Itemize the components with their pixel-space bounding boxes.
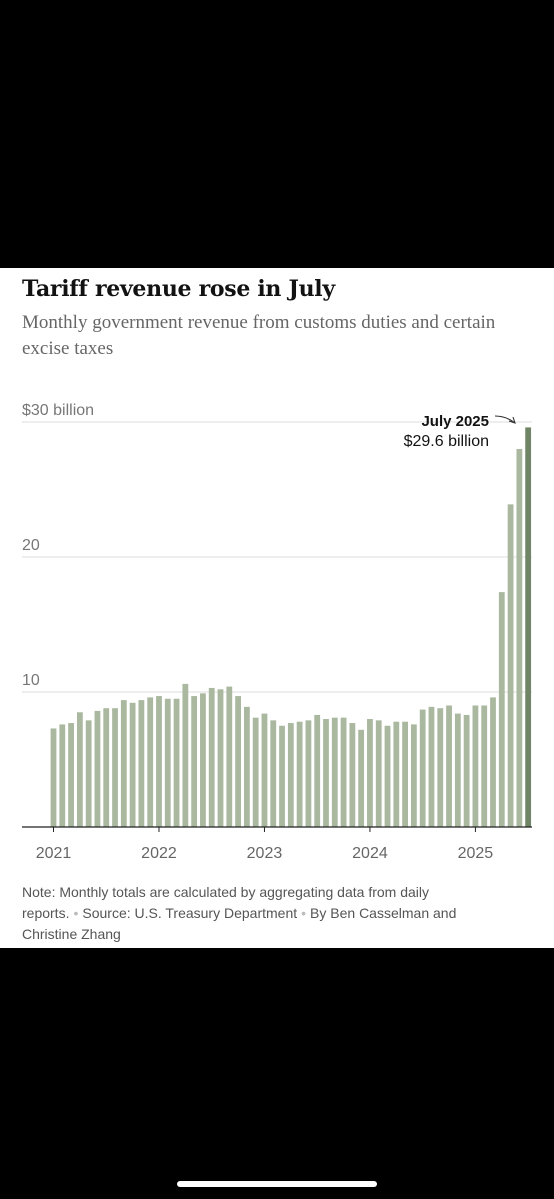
bar[interactable] — [112, 708, 118, 827]
bar[interactable] — [340, 717, 347, 827]
bar[interactable] — [507, 504, 514, 827]
y-tick-label: 10 — [22, 672, 40, 689]
chart-card: Tariff revenue rose in July Monthly gove… — [0, 268, 554, 948]
bar[interactable] — [226, 686, 233, 827]
bar[interactable] — [384, 725, 391, 827]
bar[interactable] — [393, 721, 400, 827]
chart-subtitle: Monthly government revenue from customs … — [22, 312, 496, 359]
bar[interactable] — [525, 427, 532, 827]
bar[interactable] — [252, 717, 259, 827]
bar[interactable] — [217, 689, 224, 827]
bar[interactable] — [331, 717, 338, 827]
bar[interactable] — [68, 723, 74, 827]
bar[interactable] — [402, 721, 408, 827]
x-tick-label: 2021 — [36, 845, 72, 862]
bar[interactable] — [375, 720, 382, 827]
separator-dot: • — [73, 905, 79, 921]
bar[interactable] — [279, 725, 285, 827]
note-text: Note: Monthly totals are calculated by a… — [22, 884, 430, 921]
bar[interactable] — [287, 723, 294, 827]
bar[interactable] — [454, 713, 461, 827]
x-tick-label: 2025 — [458, 845, 494, 862]
annotation-label: July 2025 — [421, 413, 489, 430]
bar[interactable] — [138, 700, 145, 827]
bar[interactable] — [437, 708, 444, 827]
bar[interactable] — [323, 719, 329, 827]
bar[interactable] — [296, 721, 303, 827]
bar[interactable] — [129, 702, 136, 827]
bar[interactable] — [349, 723, 356, 827]
x-tick-label: 2024 — [352, 845, 388, 862]
bar[interactable] — [419, 709, 426, 827]
bar[interactable] — [147, 697, 154, 827]
bar[interactable] — [498, 592, 505, 827]
bar[interactable] — [173, 698, 180, 827]
bar[interactable] — [490, 697, 496, 827]
bar[interactable] — [103, 708, 110, 827]
bar[interactable] — [76, 712, 83, 827]
bar[interactable] — [120, 700, 127, 827]
bar[interactable] — [410, 724, 417, 827]
bar[interactable] — [59, 724, 66, 827]
bar[interactable] — [463, 714, 470, 827]
bar[interactable] — [358, 729, 365, 827]
bar[interactable] — [156, 696, 162, 827]
bar[interactable] — [481, 705, 488, 828]
bar[interactable] — [367, 719, 373, 827]
bar[interactable] — [94, 710, 101, 827]
bar[interactable] — [516, 449, 523, 827]
separator-dot: • — [301, 905, 307, 921]
bar[interactable] — [314, 714, 321, 827]
bar[interactable] — [182, 683, 189, 827]
bar[interactable] — [243, 706, 250, 827]
source-text: Source: U.S. Treasury Department — [82, 905, 298, 921]
bar[interactable] — [208, 687, 215, 827]
annotation-arrow — [494, 415, 516, 424]
bar[interactable] — [305, 720, 312, 827]
y-tick-label: 20 — [22, 537, 40, 554]
bar[interactable] — [191, 696, 198, 827]
bar[interactable] — [261, 713, 268, 827]
bar[interactable] — [50, 728, 57, 827]
chart-notes: Note: Monthly totals are calculated by a… — [22, 882, 502, 945]
bar[interactable] — [446, 705, 452, 828]
bar[interactable] — [472, 705, 479, 828]
annotation-value: $29.6 billion — [404, 433, 489, 450]
bar[interactable] — [428, 706, 435, 827]
x-tick-label: 2023 — [247, 845, 283, 862]
home-indicator[interactable] — [177, 1181, 377, 1187]
bar[interactable] — [235, 696, 241, 827]
bar-chart: $30 billion 20 10 2021 2022 2023 2024 2025 July … — [22, 402, 532, 862]
bar[interactable] — [85, 720, 92, 827]
bar[interactable] — [270, 720, 277, 827]
bar[interactable] — [200, 693, 206, 827]
byline-text: By Ben Casselman and Christine Zhang — [22, 905, 457, 942]
bar[interactable] — [164, 698, 171, 827]
x-tick-label: 2022 — [141, 845, 177, 862]
chart-title: Tariff revenue rose in July — [22, 276, 335, 302]
y-tick-label: $30 billion — [22, 402, 94, 419]
